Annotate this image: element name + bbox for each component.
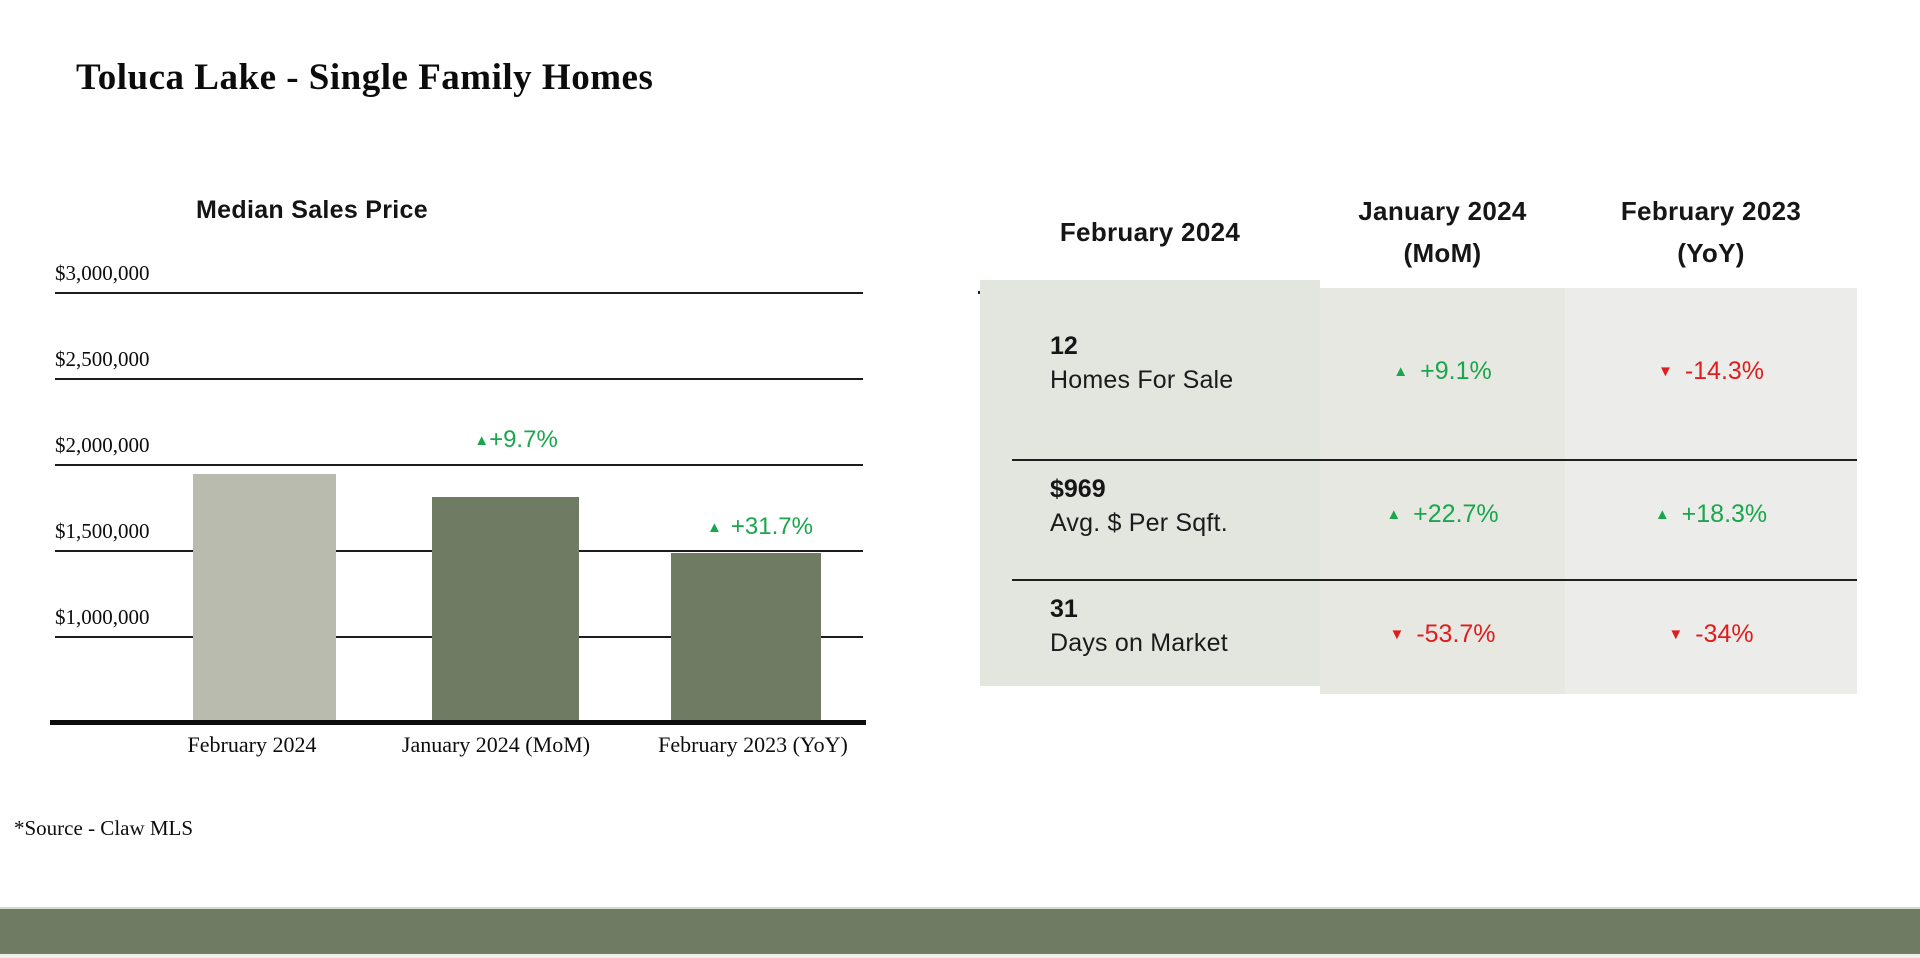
- chart-title: Median Sales Price: [196, 196, 428, 224]
- y-tick-label: $1,500,000: [55, 519, 150, 543]
- page-title: Toluca Lake - Single Family Homes: [76, 57, 654, 98]
- mom-change-cell: ▲ +9.1%: [1320, 288, 1565, 454]
- change-arrow-icon: ▼: [1668, 625, 1684, 643]
- annotation-text: +9.7%: [489, 426, 558, 453]
- mom-change-cell: ▲ +22.7%: [1320, 454, 1565, 574]
- header-line: (YoY): [1677, 238, 1745, 268]
- y-tick-label: $1,000,000: [55, 605, 150, 629]
- y-tick-label: $2,500,000: [55, 347, 150, 371]
- change-arrow-icon: ▼: [1389, 625, 1405, 643]
- x-axis-line: [50, 720, 866, 725]
- up-arrow-icon: ▲: [474, 432, 490, 449]
- up-arrow-icon: ▲: [707, 519, 722, 536]
- annotation-text: +31.7%: [730, 513, 813, 540]
- row-divider: [1012, 579, 1857, 581]
- table-header-february-2024: February 2024: [980, 188, 1320, 276]
- row-divider: [1012, 459, 1857, 461]
- chart-annotation-mom: ▲+9.7%: [406, 426, 626, 454]
- y-gridline: $2,000,000: [55, 433, 863, 466]
- y-gridline: $2,500,000: [55, 347, 863, 380]
- yoy-change-cell: ▼ -34%: [1565, 574, 1857, 694]
- stat-cell-avg-per-sqft: $969 Avg. $ Per Sqft.: [980, 446, 1320, 566]
- change-value: +9.1%: [1420, 356, 1492, 385]
- bar-january-2024: [432, 497, 579, 722]
- x-tick-label: February 2023 (YoY): [658, 732, 848, 757]
- bar-february-2024: [193, 474, 336, 722]
- change-value: -14.3%: [1684, 356, 1765, 385]
- change-value: -53.7%: [1416, 619, 1496, 648]
- stat-cell-days-on-market: 31 Days on Market: [980, 566, 1320, 686]
- header-line: (MoM): [1403, 238, 1482, 268]
- y-tick-label: $3,000,000: [55, 261, 150, 285]
- change-arrow-icon: ▲: [1386, 505, 1402, 523]
- change-arrow-icon: ▲: [1654, 505, 1670, 523]
- header-line: January 2024: [1358, 196, 1527, 226]
- table-header-row: February 2024 January 2024 (MoM) Februar…: [980, 188, 1857, 276]
- x-tick-label: January 2024 (MoM): [401, 732, 591, 757]
- yoy-change-cell: ▼ -14.3%: [1565, 288, 1857, 454]
- header-line: February 2023: [1620, 196, 1802, 226]
- bar-february-2023: [671, 553, 821, 722]
- y-gridline: $3,000,000: [55, 261, 863, 294]
- table-body: 12 Homes For Sale ▲ +9.1% ▼ -14.3% $969 …: [980, 280, 1857, 700]
- change-value: -34%: [1695, 619, 1754, 648]
- stat-value: 31: [1050, 595, 1078, 623]
- stat-cell-homes-for-sale: 12 Homes For Sale: [980, 280, 1320, 446]
- change-value: +22.7%: [1413, 499, 1499, 528]
- footer-light-strip: [0, 954, 1920, 958]
- y-tick-label: $2,000,000: [55, 433, 150, 457]
- x-tick-label: February 2024: [187, 732, 317, 757]
- stat-value: $969: [1050, 475, 1106, 503]
- stat-value: 12: [1050, 332, 1078, 360]
- stat-label: Homes For Sale: [1050, 366, 1234, 394]
- source-note: *Source - Claw MLS: [14, 816, 194, 840]
- stat-label: Avg. $ Per Sqft.: [1050, 509, 1228, 537]
- stat-label: Days on Market: [1050, 629, 1228, 657]
- change-arrow-icon: ▲: [1393, 362, 1409, 380]
- change-arrow-icon: ▼: [1657, 362, 1673, 380]
- table-header-february-2023-yoy: February 2023 (YoY): [1565, 188, 1857, 276]
- header-line: February 2024: [1059, 217, 1241, 247]
- mom-change-cell: ▼ -53.7%: [1320, 574, 1565, 694]
- yoy-change-cell: ▲ +18.3%: [1565, 454, 1857, 574]
- table-header-january-2024-mom: January 2024 (MoM): [1320, 188, 1565, 276]
- change-value: +18.3%: [1681, 499, 1768, 528]
- chart-annotation-yoy: ▲ +31.7%: [650, 513, 870, 541]
- footer-bar: [0, 907, 1920, 954]
